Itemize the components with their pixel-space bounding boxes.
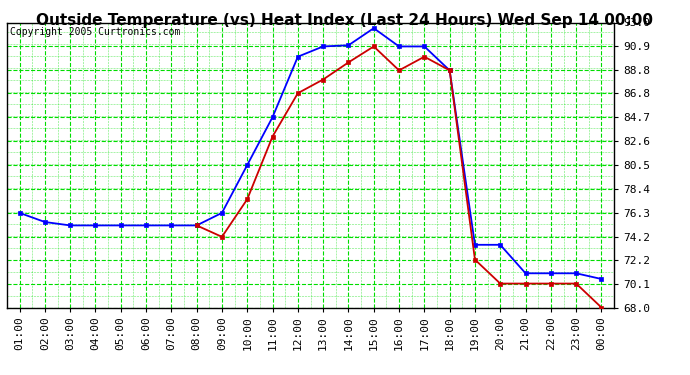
Text: Copyright 2005 Curtronics.com: Copyright 2005 Curtronics.com <box>10 27 180 37</box>
Text: Outside Temperature (vs) Heat Index (Last 24 Hours) Wed Sep 14 00:00: Outside Temperature (vs) Heat Index (Las… <box>37 13 653 28</box>
